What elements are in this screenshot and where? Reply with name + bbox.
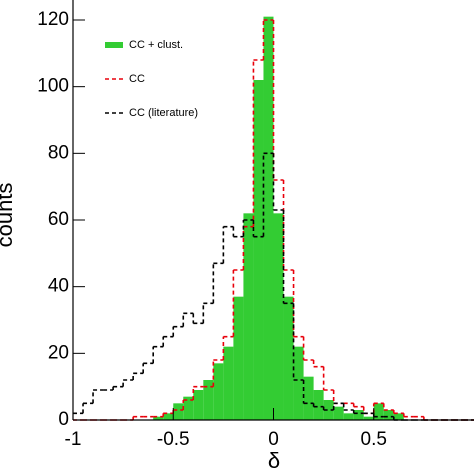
bar: [383, 410, 394, 420]
y-tick-label: 0: [58, 409, 69, 430]
x-axis-label: δ: [268, 448, 280, 473]
bar: [203, 380, 214, 420]
bar: [193, 390, 204, 420]
bar: [333, 406, 344, 420]
bar: [223, 346, 234, 420]
bar: [253, 80, 264, 420]
legend-swatch: [105, 42, 123, 48]
bar: [343, 413, 354, 420]
bar: [273, 213, 284, 420]
y-tick-label: 120: [37, 9, 69, 30]
y-tick-label: 20: [48, 342, 69, 363]
x-tick-label: -1: [65, 429, 82, 450]
bar: [213, 363, 224, 420]
y-axis-label: counts: [0, 183, 17, 248]
bar: [303, 376, 314, 420]
legend-label: CC (literature): [129, 107, 198, 119]
bar: [393, 413, 404, 420]
bar: [243, 213, 254, 420]
bar: [233, 296, 244, 420]
y-tick-label: 40: [48, 276, 69, 297]
bar: [163, 413, 174, 420]
bar: [263, 16, 274, 421]
bar: [373, 403, 384, 420]
legend-label: CC + clust.: [129, 39, 183, 51]
legend-label: CC: [129, 73, 145, 85]
x-tick-label: 0: [268, 429, 279, 450]
x-tick-label: -0.5: [157, 429, 190, 450]
bar: [173, 403, 184, 420]
x-tick-label: 0.5: [361, 429, 387, 450]
bar: [293, 346, 304, 420]
bar: [323, 400, 334, 420]
bar: [353, 410, 364, 420]
y-tick-label: 60: [48, 209, 69, 230]
y-tick-label: 80: [48, 142, 69, 163]
bar: [153, 416, 164, 420]
y-tick-label: 100: [37, 76, 69, 97]
bar: [183, 396, 194, 420]
bar: [363, 416, 374, 420]
bar: [283, 296, 294, 420]
bar: [313, 390, 324, 420]
